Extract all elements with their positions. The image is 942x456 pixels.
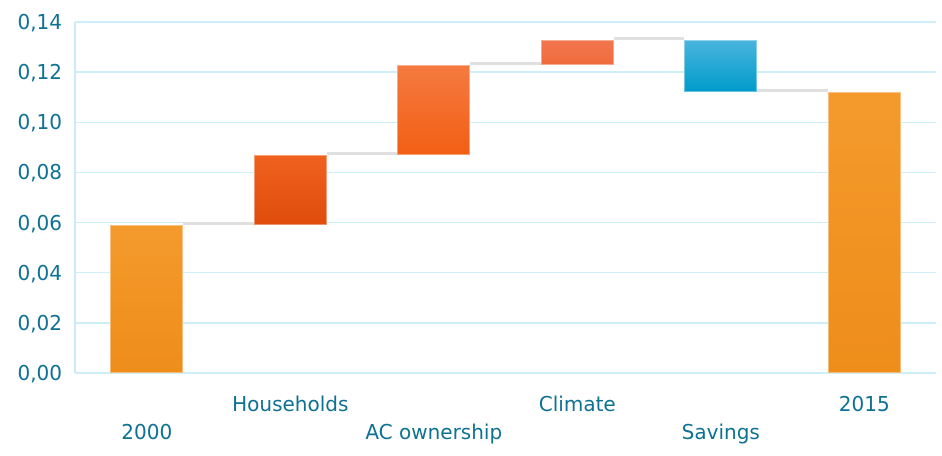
y-axis-tick-label: 0,06 xyxy=(17,210,62,235)
bar-households[interactable] xyxy=(253,154,327,226)
x-axis-label-savings: Savings xyxy=(681,420,760,444)
gridline-0-06 xyxy=(75,221,936,224)
bar-2015[interactable] xyxy=(827,92,901,373)
x-axis-label-climate: Climate xyxy=(538,392,616,416)
bar-savings[interactable] xyxy=(684,39,758,93)
y-axis-tick-label: 0,14 xyxy=(17,10,62,34)
waterfall-connector xyxy=(757,89,828,93)
gridline-0-08 xyxy=(75,171,936,174)
y-axis-tick-label: 0,08 xyxy=(17,160,62,185)
waterfall-connector xyxy=(470,61,541,65)
gridline-0-02 xyxy=(75,322,936,324)
x-axis-label-2015: 2015 xyxy=(838,392,890,416)
waterfall-connector xyxy=(183,222,254,226)
waterfall-connector xyxy=(613,36,685,40)
y-axis-tick-label: 0,12 xyxy=(17,60,62,85)
gridline-0-00 xyxy=(75,372,936,374)
gridline-0-14 xyxy=(75,21,936,23)
y-axis-tick-label: 0,04 xyxy=(17,260,62,285)
x-axis-label-households: Households xyxy=(232,392,349,416)
gridline-0-12 xyxy=(75,71,936,73)
y-axis-line xyxy=(74,22,76,373)
waterfall-connector xyxy=(326,151,398,155)
y-axis-tick-label: 0,02 xyxy=(17,310,62,335)
bar-ac-ownership[interactable] xyxy=(397,64,471,155)
x-axis-label-2000: 2000 xyxy=(121,420,173,444)
y-axis-tick-label: 0,10 xyxy=(17,110,62,135)
gridline-0-04 xyxy=(75,271,936,274)
bar-climate[interactable] xyxy=(540,39,614,65)
y-axis-tick-label: 0,00 xyxy=(17,361,62,385)
gridline-0-10 xyxy=(75,121,936,124)
bar-2000[interactable] xyxy=(110,225,184,373)
x-axis-label-ac-ownership: AC ownership xyxy=(365,420,503,444)
